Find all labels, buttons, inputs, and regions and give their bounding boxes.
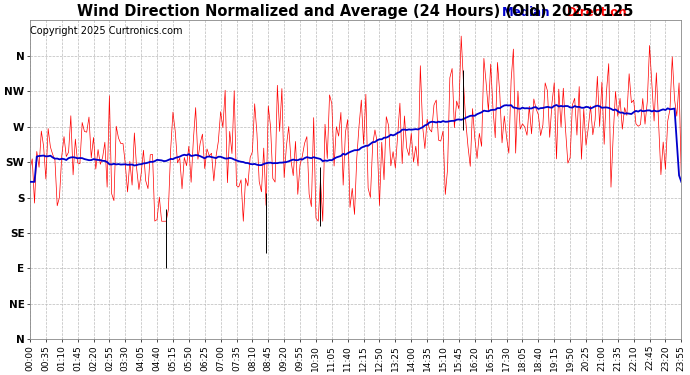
Text: Copyright 2025 Curtronics.com: Copyright 2025 Curtronics.com	[30, 26, 182, 36]
Text: Direction: Direction	[567, 6, 628, 19]
Title: Wind Direction Normalized and Average (24 Hours) (Old) 20250125: Wind Direction Normalized and Average (2…	[77, 4, 634, 19]
Text: Median: Median	[502, 6, 551, 19]
